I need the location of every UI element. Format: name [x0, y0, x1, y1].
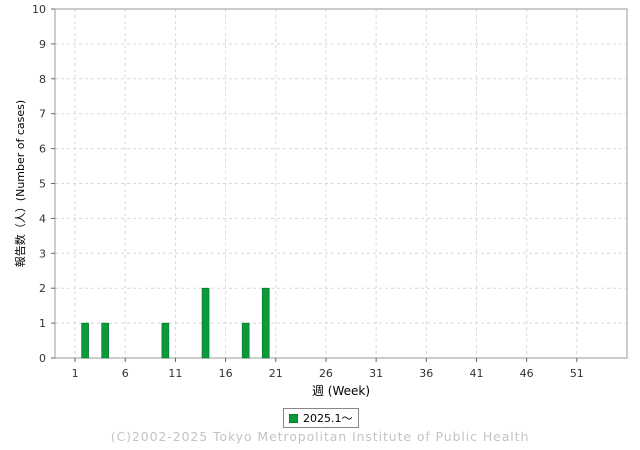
- y-axis-label: 報告数（人）(Number of cases): [14, 100, 27, 267]
- x-axis-label: 週 (Week): [312, 384, 370, 398]
- x-tick-label: 16: [219, 367, 233, 380]
- x-tick-label: 46: [520, 367, 534, 380]
- x-tick-label: 26: [319, 367, 333, 380]
- bar: [201, 287, 210, 359]
- legend-swatch: [289, 413, 298, 423]
- y-tick-label: 8: [39, 73, 46, 86]
- x-tick-label: 21: [269, 367, 283, 380]
- y-tick-label: 5: [39, 178, 46, 191]
- x-tick-label: 41: [469, 367, 483, 380]
- bar: [101, 322, 109, 359]
- x-tick-label: 51: [570, 367, 584, 380]
- y-tick-label: 4: [39, 212, 46, 225]
- y-tick-label: 6: [39, 143, 46, 156]
- y-tick-label: 0: [39, 352, 46, 365]
- y-tick-label: 1: [39, 317, 46, 330]
- bar: [81, 322, 89, 359]
- bar: [161, 322, 170, 359]
- x-tick-label: 6: [122, 367, 129, 380]
- bar: [261, 287, 270, 359]
- y-tick-label: 7: [39, 108, 46, 121]
- y-tick-label: 3: [39, 247, 46, 260]
- y-tick-label: 9: [39, 38, 46, 51]
- bar: [241, 322, 250, 359]
- y-tick-label: 10: [32, 3, 46, 16]
- copyright-notice: (C)2002-2025 Tokyo Metropolitan Institut…: [110, 429, 530, 444]
- legend-label: 2025.1〜: [303, 412, 353, 425]
- legend: 2025.1〜: [283, 408, 359, 428]
- x-tick-label: 1: [72, 367, 79, 380]
- x-tick-label: 31: [369, 367, 383, 380]
- x-tick-label: 36: [419, 367, 433, 380]
- y-tick-label: 2: [39, 282, 46, 295]
- x-tick-label: 11: [168, 367, 182, 380]
